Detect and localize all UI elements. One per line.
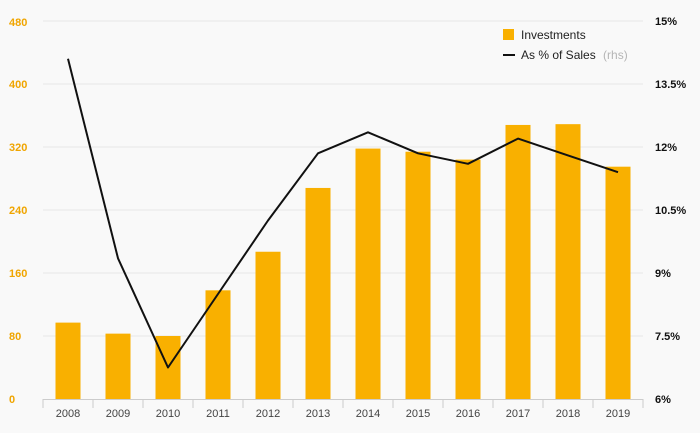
right-tick-label: 6% [655,394,671,406]
x-tick-label: 2015 [406,408,430,420]
investment-bar [305,187,331,399]
legend-label-investments: Investments [521,28,586,42]
investment-bar [555,124,581,399]
left-tick-label: 400 [9,79,27,91]
right-tick-label: 13.5% [655,79,686,91]
investment-bar [205,290,231,399]
x-axis: 2008 2009 2010 2011 2012 2013 2014 2015 2016 2017… [42,399,644,420]
right-tick-label: 15% [655,16,677,28]
left-tick-label: 0 [9,394,15,406]
investment-bar [605,166,631,399]
investment-bar [355,148,381,399]
investment-bar [255,251,281,399]
sales-share-polyline [67,58,619,369]
investment-bar [405,151,431,399]
gridlines [43,20,643,337]
x-tick-label: 2014 [356,408,380,420]
right-tick-label: 12% [655,142,677,154]
x-tick-label: 2019 [606,408,630,420]
x-tick-label: 2010 [156,408,180,420]
x-tick-label: 2012 [256,408,280,420]
legend-swatch-investments [503,29,514,40]
x-tick-label: 2009 [106,408,130,420]
investment-bar [455,159,481,399]
legend-label-sales-share: As % of Sales (rhs) [521,48,628,62]
right-axis: 6% 7.5% 9% 10.5% 12% 13.5% 15% [655,16,686,406]
x-tick-label: 2013 [306,408,330,420]
investment-bar [105,333,131,399]
legend: Investments As % of Sales (rhs) [503,28,628,62]
left-tick-label: 480 [9,17,27,29]
left-tick-label: 160 [9,268,27,280]
x-tick-label: 2008 [56,408,80,420]
left-tick-label: 320 [9,142,27,154]
left-axis: 0 80 160 240 320 400 480 [9,17,27,406]
right-tick-label: 10.5% [655,205,686,217]
investment-bar [55,322,81,399]
x-tick-label: 2017 [506,408,530,420]
x-tick-label: 2016 [456,408,480,420]
right-tick-label: 7.5% [655,331,680,343]
legend-label-rhs-note: (rhs) [603,48,628,62]
sales-share-line [67,58,619,369]
left-tick-label: 80 [9,331,21,343]
left-tick-label: 240 [9,205,27,217]
investment-bars [55,124,631,399]
legend-label-sales-share-text: As % of Sales [521,48,596,62]
x-tick-label: 2011 [206,408,230,420]
x-tick-label: 2018 [556,408,580,420]
right-tick-label: 9% [655,268,671,280]
investment-bar [505,124,531,399]
